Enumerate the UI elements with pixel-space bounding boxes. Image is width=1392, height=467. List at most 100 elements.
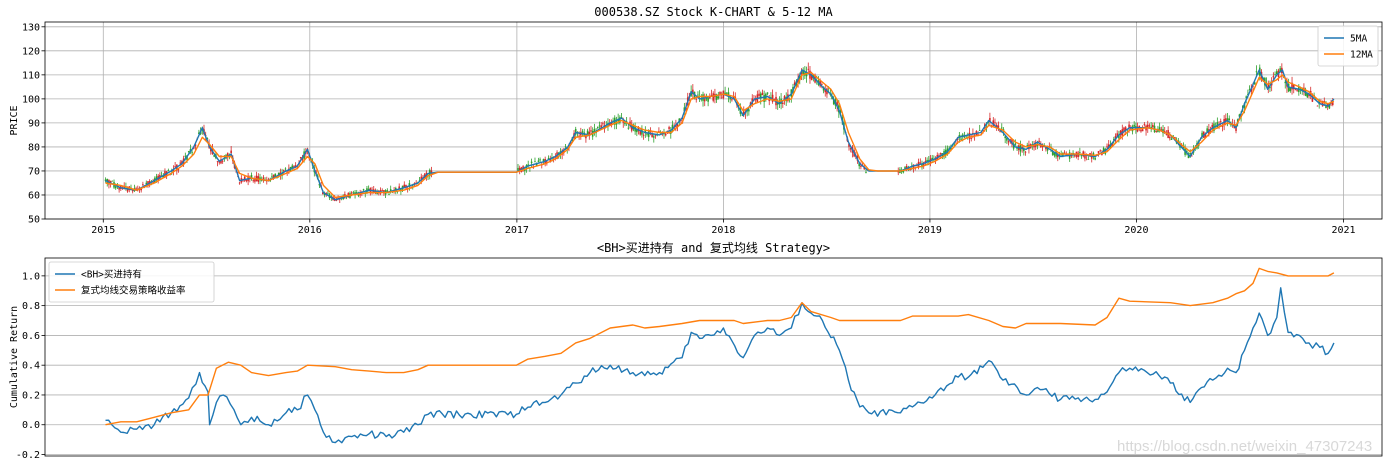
candle-body (381, 190, 384, 192)
y-axis-label: Cumulative Return (9, 306, 20, 408)
candle-body (1124, 127, 1127, 131)
candle-body (725, 92, 728, 94)
candle-body (574, 128, 577, 135)
candle-body (610, 121, 613, 126)
candle-body (1318, 100, 1320, 105)
candle-body (1016, 147, 1018, 149)
candle-body (1201, 132, 1203, 138)
candle-body (1051, 150, 1054, 155)
candle-body (1230, 124, 1232, 126)
candle-body (960, 138, 962, 140)
candle-body (1046, 148, 1049, 151)
candle-body (430, 170, 433, 174)
candle-body (676, 124, 679, 127)
candle-body (318, 183, 321, 186)
candle-body (145, 182, 148, 185)
candle-body (1141, 129, 1144, 132)
candle-body (705, 97, 708, 100)
legend-box (48, 261, 215, 303)
candle-body (1187, 153, 1190, 159)
candle-body (1113, 139, 1115, 141)
candle-body (177, 169, 180, 171)
candle-body (963, 136, 966, 138)
candle-body (608, 123, 611, 126)
candle-body (1228, 118, 1231, 121)
candle-body (386, 190, 389, 192)
candle-body (1006, 137, 1008, 141)
candle-body (1024, 151, 1027, 153)
candle-body (999, 130, 1001, 132)
candle-body (953, 143, 956, 145)
candle-body (766, 92, 769, 94)
candle-body (732, 95, 735, 99)
candle-body (585, 135, 587, 139)
candle-body (654, 134, 657, 136)
candle-body (1140, 129, 1142, 132)
candle-body (198, 132, 200, 135)
candle-body (810, 74, 813, 81)
candle-body (802, 69, 804, 75)
candle-body (992, 120, 995, 127)
candle-body (754, 98, 757, 101)
candle-body (590, 130, 592, 132)
candle-body (927, 160, 930, 161)
candle-body (1056, 153, 1059, 158)
candle-body (186, 155, 188, 161)
legend-label: 12MA (1350, 50, 1373, 61)
watermark-text: https://blog.csdn.net/weixin_47307243 (1117, 438, 1373, 455)
candle-body (683, 107, 686, 112)
candle-body (849, 148, 852, 150)
candle-body (537, 160, 540, 162)
candle-body (729, 96, 731, 100)
candle-body (362, 189, 365, 191)
candle-body (644, 130, 647, 133)
candle-body (619, 117, 621, 123)
candle-body (997, 125, 1000, 128)
x-tick-label: 2016 (298, 225, 322, 236)
candle-body (1104, 149, 1107, 154)
candle-body (338, 198, 341, 200)
candle-body (924, 161, 927, 163)
y-tick-label: 130 (22, 22, 40, 33)
candle-body (1000, 127, 1003, 129)
candle-body (1270, 83, 1273, 86)
candle-body (673, 127, 675, 129)
candle-body (710, 95, 713, 96)
candle-body (664, 133, 667, 136)
candle-body (1323, 100, 1326, 102)
candle-body (344, 194, 346, 197)
legend-label: 5MA (1350, 34, 1367, 45)
candle-body (581, 131, 584, 133)
y-tick-label: 60 (28, 190, 40, 201)
candle-body (671, 124, 674, 131)
candle-body (1087, 159, 1090, 160)
candle-body (1219, 121, 1222, 122)
candle-body (1197, 141, 1200, 146)
candle-body (821, 84, 823, 85)
candle-body (921, 163, 923, 168)
candle-body (352, 192, 355, 194)
candle-body (172, 169, 175, 172)
candle-body (970, 138, 973, 140)
candle-body (839, 110, 842, 113)
candle-body (1275, 71, 1278, 75)
candle-body (126, 188, 129, 192)
candle-body (206, 138, 209, 140)
y-tick-label: 100 (22, 94, 40, 105)
axes-frame (44, 21, 1383, 220)
candle-body (719, 91, 721, 95)
y-axis-label: PRICE (9, 105, 20, 135)
candle-body (282, 170, 285, 172)
candle-body (1053, 152, 1056, 156)
y-tick-label: 70 (28, 166, 40, 177)
candle-body (357, 195, 360, 196)
candle-body (327, 192, 329, 194)
candle-body (639, 131, 642, 135)
candle-body (720, 97, 723, 99)
candle-body (824, 89, 827, 93)
candle-body (284, 168, 287, 170)
candle-body (1253, 82, 1256, 85)
candle-body (1128, 124, 1130, 129)
candle-body (1118, 134, 1120, 139)
